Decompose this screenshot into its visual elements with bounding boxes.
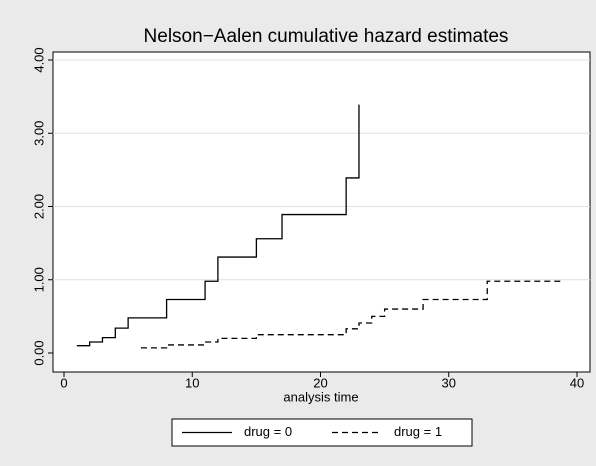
x-axis-label: analysis time <box>283 389 358 404</box>
x-tick-label: 0 <box>60 375 67 390</box>
y-tick-label: 2.00 <box>31 194 46 219</box>
plot-area <box>52 51 591 373</box>
legend-label: drug = 1 <box>394 424 442 439</box>
x-tick-label: 30 <box>442 375 456 390</box>
y-tick-label: 0.00 <box>31 340 46 365</box>
hazard-line <box>76 104 360 347</box>
chart-title: Nelson−Aalen cumulative hazard estimates <box>144 26 509 47</box>
x-tick-label: 20 <box>313 375 327 390</box>
legend-label: drug = 0 <box>244 424 292 439</box>
x-tick-label: 10 <box>185 375 199 390</box>
y-tick-label: 3.00 <box>31 121 46 146</box>
y-tick-label: 1.00 <box>31 267 46 292</box>
x-tick-label: 40 <box>570 375 584 390</box>
y-tick-label: 4.00 <box>31 47 46 72</box>
hazard-line <box>140 280 565 349</box>
